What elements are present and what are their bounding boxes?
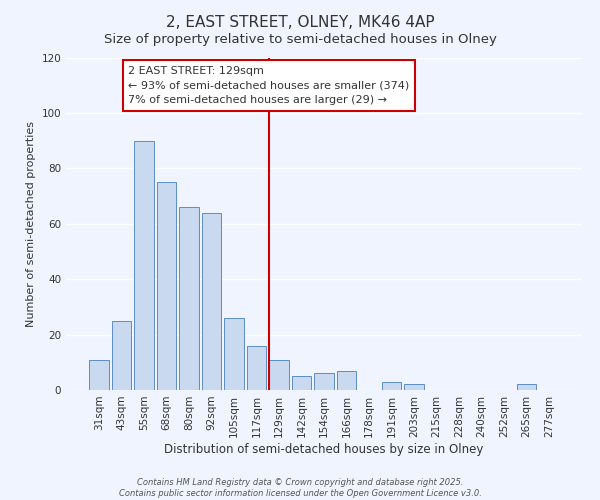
Bar	[179, 207, 199, 390]
Bar	[247, 346, 266, 390]
Bar	[337, 370, 356, 390]
Y-axis label: Number of semi-detached properties: Number of semi-detached properties	[26, 120, 36, 327]
Bar	[89, 360, 109, 390]
Bar	[134, 140, 154, 390]
X-axis label: Distribution of semi-detached houses by size in Olney: Distribution of semi-detached houses by …	[164, 442, 484, 456]
Bar	[404, 384, 424, 390]
Bar	[382, 382, 401, 390]
Bar	[157, 182, 176, 390]
Text: Size of property relative to semi-detached houses in Olney: Size of property relative to semi-detach…	[104, 32, 496, 46]
Bar	[314, 374, 334, 390]
Text: 2, EAST STREET, OLNEY, MK46 4AP: 2, EAST STREET, OLNEY, MK46 4AP	[166, 15, 434, 30]
Bar	[269, 360, 289, 390]
Bar	[202, 212, 221, 390]
Bar	[224, 318, 244, 390]
Bar	[112, 320, 131, 390]
Bar	[517, 384, 536, 390]
Text: 2 EAST STREET: 129sqm
← 93% of semi-detached houses are smaller (374)
7% of semi: 2 EAST STREET: 129sqm ← 93% of semi-deta…	[128, 66, 410, 106]
Text: Contains HM Land Registry data © Crown copyright and database right 2025.
Contai: Contains HM Land Registry data © Crown c…	[119, 478, 481, 498]
Bar	[292, 376, 311, 390]
